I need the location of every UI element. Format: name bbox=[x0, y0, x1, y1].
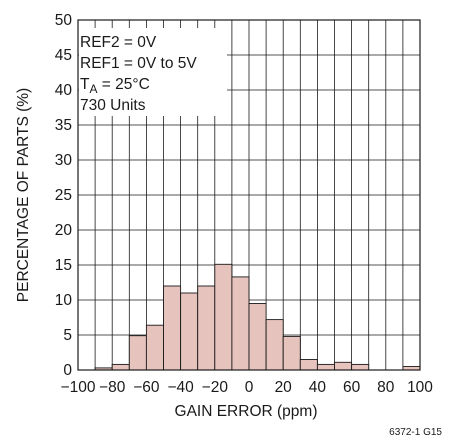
figure-code: 6372-1 G15 bbox=[389, 427, 442, 438]
y-axis-label: PERCENTAGE OF PARTS (%) bbox=[15, 88, 32, 302]
x-tick-labels: −100 −80 −60 −40 −20 0 20 40 60 80 100 bbox=[61, 379, 434, 396]
y-tick-label: 30 bbox=[55, 152, 73, 169]
y-tick-label: 15 bbox=[55, 257, 72, 274]
annotation-temp-value: = 25°C bbox=[97, 76, 149, 93]
annotation-ref1: REF1 = 0V to 5V bbox=[80, 55, 197, 72]
histogram-bar bbox=[197, 285, 216, 371]
histogram-bar bbox=[111, 363, 130, 371]
x-tick-label: 60 bbox=[343, 379, 361, 396]
y-tick-label: 25 bbox=[55, 187, 72, 204]
histogram-bar bbox=[128, 335, 147, 371]
x-tick-label: 0 bbox=[245, 379, 254, 396]
y-tick-label: 50 bbox=[55, 12, 73, 29]
x-tick-label: −20 bbox=[202, 379, 229, 396]
histogram-bar bbox=[282, 335, 301, 371]
x-tick-label: −40 bbox=[167, 379, 194, 396]
bars-layer bbox=[94, 263, 421, 371]
histogram-bar bbox=[145, 324, 164, 371]
y-tick-label: 40 bbox=[55, 82, 73, 99]
histogram-bar bbox=[214, 263, 233, 371]
x-tick-label: 80 bbox=[377, 379, 395, 396]
histogram-bar bbox=[351, 363, 370, 371]
annotation-ref2: REF2 = 0V bbox=[80, 34, 157, 51]
histogram-bar bbox=[334, 361, 353, 371]
annotation-temperature: TA = 25°C bbox=[80, 76, 150, 96]
x-tick-label: −100 bbox=[61, 379, 96, 396]
annotation-temp-subscript: A bbox=[89, 82, 97, 96]
histogram-bar bbox=[163, 285, 182, 371]
histogram-bar bbox=[316, 363, 335, 371]
annotation-temp-symbol: T bbox=[80, 76, 90, 93]
histogram-bar bbox=[180, 292, 199, 371]
x-tick-label: 100 bbox=[407, 379, 433, 396]
y-tick-label: 45 bbox=[55, 47, 72, 64]
histogram-bar bbox=[248, 303, 267, 371]
annotation-box bbox=[79, 28, 227, 116]
x-tick-label: −60 bbox=[133, 379, 160, 396]
y-tick-label: 0 bbox=[63, 362, 72, 379]
y-tick-label: 20 bbox=[55, 222, 73, 239]
x-axis-label: GAIN ERROR (ppm) bbox=[175, 403, 318, 420]
x-tick-label: 40 bbox=[309, 379, 327, 396]
x-tick-label: −80 bbox=[99, 379, 126, 396]
histogram-bar bbox=[265, 319, 284, 371]
x-tick-label: 20 bbox=[275, 379, 293, 396]
histogram-bar bbox=[299, 359, 318, 371]
y-tick-label: 10 bbox=[55, 292, 73, 309]
annotation-units: 730 Units bbox=[80, 97, 146, 114]
y-tick-label: 5 bbox=[63, 327, 72, 344]
histogram-bar bbox=[231, 276, 250, 371]
plot-frame bbox=[77, 19, 421, 371]
y-tick-labels: 0 5 10 15 20 25 30 35 40 45 50 bbox=[55, 12, 73, 379]
y-tick-label: 35 bbox=[55, 117, 72, 134]
